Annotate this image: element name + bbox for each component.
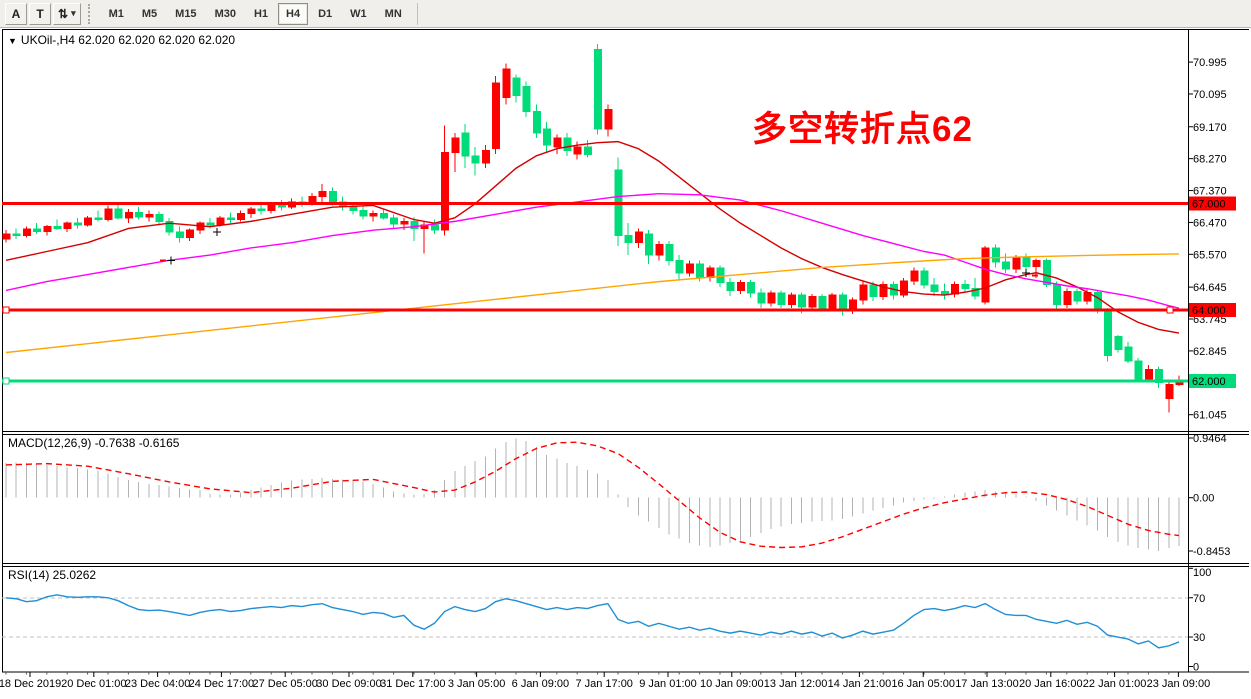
svg-text:66.470: 66.470 xyxy=(1193,217,1227,229)
svg-text:61.045: 61.045 xyxy=(1193,410,1227,422)
svg-text:18 Dec 2019: 18 Dec 2019 xyxy=(0,678,61,690)
chart-annotation-text: 多空转折点62 xyxy=(752,110,973,149)
arrow-tool-button[interactable]: A xyxy=(5,2,27,25)
timeframe-button-h1[interactable]: H1 xyxy=(246,3,276,25)
macd-indicator-label: MACD(12,26,9) -0.7638 -0.6165 xyxy=(8,436,180,450)
svg-text:30: 30 xyxy=(1193,632,1205,644)
svg-text:27 Dec 05:00: 27 Dec 05:00 xyxy=(252,678,317,690)
dropdown-caret-icon: ▾ xyxy=(71,8,76,18)
svg-text:23 Jan 09:00: 23 Jan 09:00 xyxy=(1147,678,1211,690)
macd-signal-line xyxy=(5,441,1180,549)
toolbar: A T ⇅ ▾ M1 M5 M15 M30 H1 H4 D1 W1 MN xyxy=(0,0,1251,28)
svg-text:22 Jan 01:00: 22 Jan 01:00 xyxy=(1083,678,1147,690)
svg-text:69.170: 69.170 xyxy=(1193,122,1227,134)
svg-text:70: 70 xyxy=(1193,593,1205,605)
toolbar-grip[interactable] xyxy=(87,3,95,24)
hline-handle xyxy=(1166,306,1174,314)
horizontal-lines[interactable]: 67.000 64.000 62.000 xyxy=(2,196,1236,388)
svg-text:20 Dec 01:00: 20 Dec 01:00 xyxy=(61,678,126,690)
svg-text:68.270: 68.270 xyxy=(1193,154,1227,166)
timeframe-button-m1[interactable]: M1 xyxy=(101,3,132,25)
hline-handle xyxy=(2,377,10,385)
mid-ma-line xyxy=(5,193,1180,309)
rsi-line xyxy=(5,594,1180,649)
svg-text:67.370: 67.370 xyxy=(1193,186,1227,198)
price-axis[interactable]: 70.995 70.095 69.170 68.270 67.370 66.470 65.5… xyxy=(1188,57,1227,422)
ohlc-values: 62.020 62.020 62.020 62.020 xyxy=(78,33,236,47)
svg-text:0.9464: 0.9464 xyxy=(1193,433,1227,445)
timeframe-button-m15[interactable]: M15 xyxy=(167,3,204,25)
hline-handle xyxy=(2,306,10,314)
svg-text:-0.8453: -0.8453 xyxy=(1193,546,1230,558)
svg-text:3 Jan 05:00: 3 Jan 05:00 xyxy=(448,678,506,690)
hline-price-label: 64.000 xyxy=(1192,305,1226,317)
timeframe-button-mn[interactable]: MN xyxy=(377,3,410,25)
arrows-icon: ⇅ xyxy=(58,6,69,21)
objects-arrows-button[interactable]: ⇅ ▾ xyxy=(53,2,81,25)
slow-ma-line xyxy=(5,253,1180,354)
svg-text:62.845: 62.845 xyxy=(1193,346,1227,358)
svg-text:9 Jan 01:00: 9 Jan 01:00 xyxy=(639,678,697,690)
svg-text:63.745: 63.745 xyxy=(1193,314,1227,326)
svg-text:31 Dec 17:00: 31 Dec 17:00 xyxy=(380,678,445,690)
svg-text:70.995: 70.995 xyxy=(1193,57,1227,69)
rsi-pane: 100 70 30 0 xyxy=(2,567,1211,674)
hline-price-label: 62.000 xyxy=(1192,376,1226,388)
svg-text:13 Jan 12:00: 13 Jan 12:00 xyxy=(764,678,828,690)
svg-text:65.570: 65.570 xyxy=(1193,249,1227,261)
svg-text:14 Jan 21:00: 14 Jan 21:00 xyxy=(828,678,892,690)
svg-text:100: 100 xyxy=(1193,567,1211,579)
timeframe-button-m30[interactable]: M30 xyxy=(207,3,244,25)
symbol-period-label: UKOil-,H4 xyxy=(20,33,75,47)
chart-title: ▼ UKOil-,H4 62.020 62.020 62.020 62.020 xyxy=(8,33,235,47)
svg-text:0: 0 xyxy=(1193,662,1199,674)
svg-text:70.095: 70.095 xyxy=(1193,89,1227,101)
timeframe-button-d1[interactable]: D1 xyxy=(310,3,340,25)
timeframe-button-w1[interactable]: W1 xyxy=(342,3,375,25)
toolbar-separator xyxy=(416,2,418,25)
svg-text:10 Jan 09:00: 10 Jan 09:00 xyxy=(700,678,764,690)
svg-text:64.645: 64.645 xyxy=(1193,282,1227,294)
hline-price-label: 67.000 xyxy=(1192,199,1226,211)
pane-borders xyxy=(0,28,1251,699)
text-tool-button[interactable]: T xyxy=(29,2,51,25)
timeframe-button-h4[interactable]: H4 xyxy=(278,2,309,25)
chart-menu-arrow-icon[interactable]: ▼ xyxy=(8,36,17,46)
svg-text:20 Jan 16:00: 20 Jan 16:00 xyxy=(1019,678,1083,690)
svg-text:0.00: 0.00 xyxy=(1193,493,1214,505)
rsi-indicator-label: RSI(14) 25.0262 xyxy=(8,568,97,582)
timeframe-group: M1 M5 M15 M30 H1 H4 D1 W1 MN xyxy=(100,2,411,25)
macd-pane: 0.9464 0.00 -0.8453 xyxy=(5,433,1230,558)
svg-text:17 Jan 13:00: 17 Jan 13:00 xyxy=(955,678,1019,690)
chart-markers xyxy=(160,228,1039,277)
svg-text:24 Dec 17:00: 24 Dec 17:00 xyxy=(189,678,254,690)
timeframe-button-m5[interactable]: M5 xyxy=(134,3,165,25)
svg-text:30 Dec 09:00: 30 Dec 09:00 xyxy=(316,678,381,690)
svg-text:23 Dec 04:00: 23 Dec 04:00 xyxy=(125,678,190,690)
svg-text:6 Jan 09:00: 6 Jan 09:00 xyxy=(512,678,570,690)
svg-text:7 Jan 17:00: 7 Jan 17:00 xyxy=(575,678,633,690)
svg-text:16 Jan 05:00: 16 Jan 05:00 xyxy=(891,678,955,690)
